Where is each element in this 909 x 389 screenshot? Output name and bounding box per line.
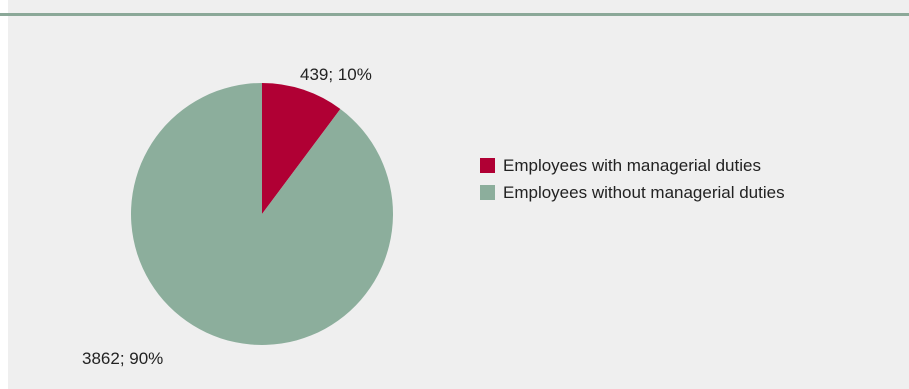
chart-legend: Employees with managerial duties Employe… (480, 152, 785, 206)
legend-label-managerial: Employees with managerial duties (503, 155, 761, 175)
legend-item-non-managerial: Employees without managerial duties (480, 179, 785, 206)
data-label-managerial: 439; 10% (300, 65, 372, 84)
data-label-non-managerial: 3862; 90% (82, 349, 163, 368)
legend-label-non-managerial: Employees without managerial duties (503, 182, 785, 202)
legend-item-managerial: Employees with managerial duties (480, 152, 785, 179)
pie-slice-non-managerial (130, 83, 394, 345)
top-divider (0, 13, 909, 16)
pie-slice-managerial (262, 83, 341, 214)
legend-swatch-managerial (480, 158, 495, 173)
pie-data-labels: 439; 10% 3862; 90% (82, 65, 372, 368)
pie-slices (130, 83, 394, 345)
legend-swatch-non-managerial (480, 185, 495, 200)
